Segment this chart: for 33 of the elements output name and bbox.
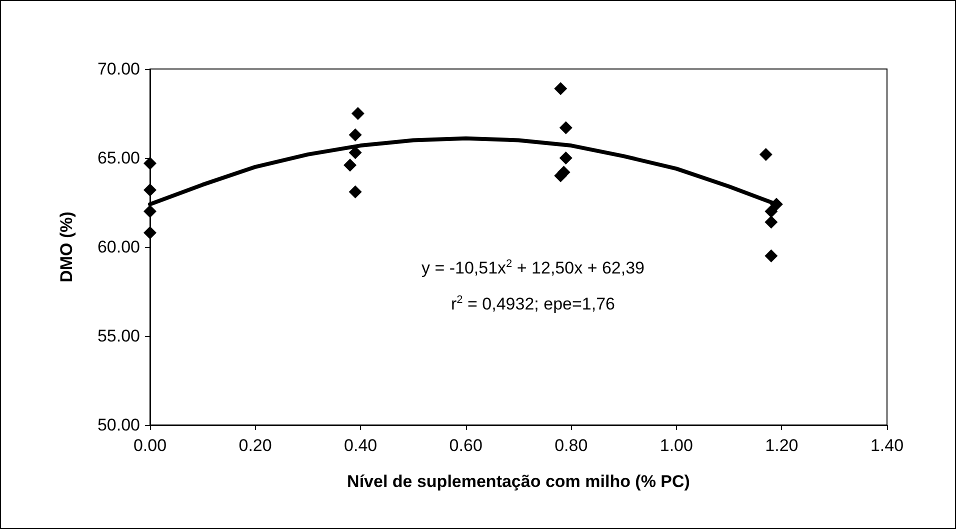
point bbox=[351, 107, 364, 120]
x-tick-label: 0.80 bbox=[554, 436, 588, 455]
x-tick-label: 0.20 bbox=[238, 436, 272, 455]
x-tick-label: 1.40 bbox=[870, 436, 904, 455]
point bbox=[144, 204, 156, 218]
point bbox=[764, 249, 778, 262]
annotation: r$^{2}$ = 0,4932; epe=1,76 bbox=[451, 294, 615, 315]
point bbox=[144, 184, 156, 197]
point bbox=[559, 121, 572, 134]
y-tick-label: 65.00 bbox=[97, 148, 140, 168]
point bbox=[348, 128, 362, 142]
point bbox=[144, 156, 156, 170]
x-tick-label: 0.00 bbox=[133, 436, 167, 455]
x-tick-label: 1.20 bbox=[765, 436, 798, 455]
point bbox=[144, 226, 156, 240]
y-tick-label: 60.00 bbox=[97, 238, 140, 256]
point bbox=[348, 146, 362, 160]
point bbox=[344, 158, 357, 172]
y-tick-label: 55.00 bbox=[97, 326, 140, 346]
y-tick-label: 70.00 bbox=[97, 60, 140, 78]
x-axis-title: Nível de suplementação com milho (% PC) bbox=[347, 472, 690, 491]
point bbox=[764, 204, 778, 218]
point bbox=[764, 216, 778, 229]
x-tick-label: 0.60 bbox=[449, 436, 482, 455]
point bbox=[759, 148, 772, 161]
point bbox=[554, 82, 568, 96]
point bbox=[559, 152, 572, 164]
x-tick-label: 1.00 bbox=[660, 436, 693, 455]
y-tick-label: 50.00 bbox=[97, 416, 140, 434]
y-axis-title: DMO (%) bbox=[57, 212, 76, 282]
point bbox=[348, 185, 362, 198]
x-tick-label: 0.40 bbox=[344, 436, 378, 455]
annotation: y = -10,51x$^{2}$ + 12,50x + 62,39 bbox=[421, 258, 645, 279]
